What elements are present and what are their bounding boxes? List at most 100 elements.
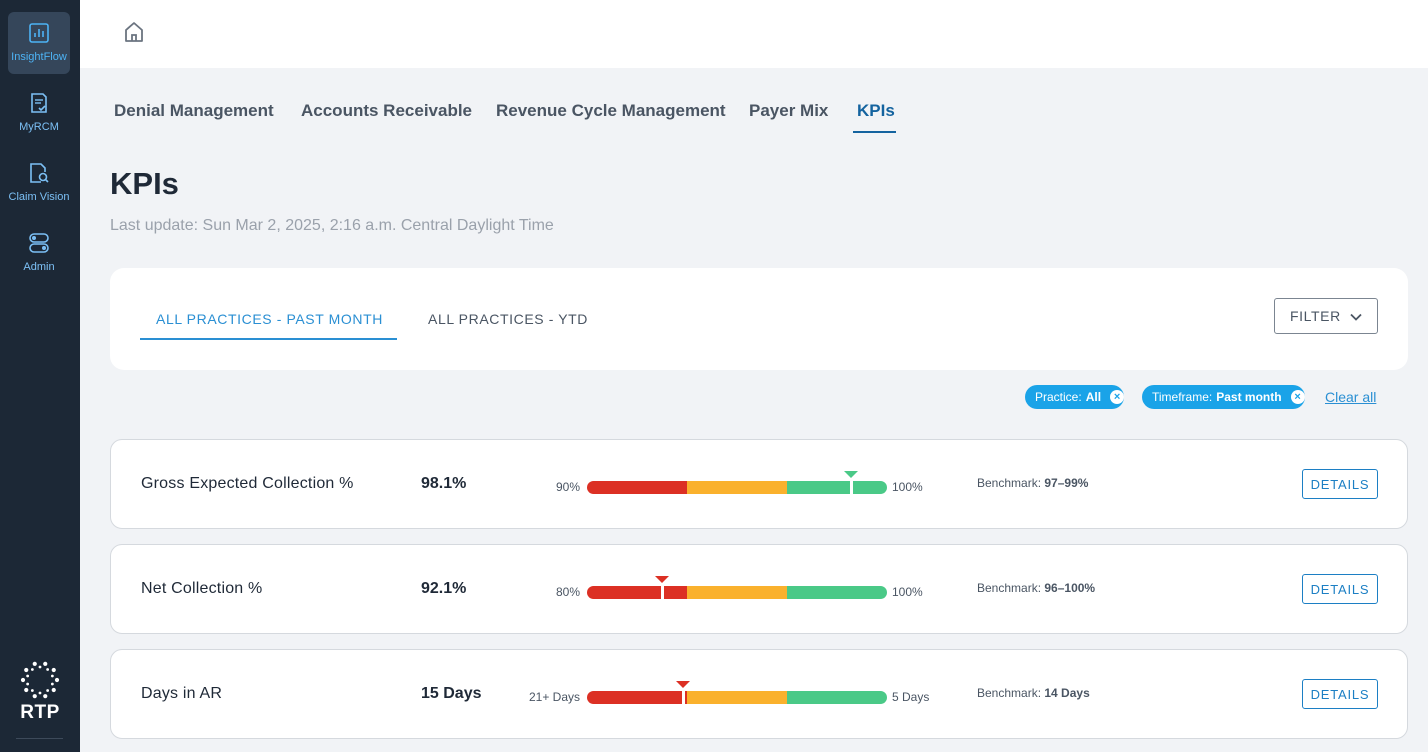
sidebar-item-label: MyRCM: [19, 121, 59, 133]
sidebar-item-label: Claim Vision: [8, 191, 70, 203]
logo-dot: [30, 668, 34, 671]
benchmark-value: 14 Days: [1044, 686, 1090, 700]
logo-dot: [50, 682, 54, 686]
logo-dot: [24, 687, 29, 693]
chip-key: Timeframe:: [1152, 390, 1213, 404]
kpi-gauge: [587, 481, 887, 494]
sidebar-item-claim-vision[interactable]: Claim Vision: [8, 152, 70, 214]
logo-dot: [43, 661, 48, 666]
filter-chip-practice: Practice: All ×: [1025, 385, 1125, 409]
document-check-icon: [31, 93, 47, 113]
gauge-max-label: 5 Days: [892, 690, 930, 704]
home-icon[interactable]: [122, 20, 146, 44]
tab-kpis[interactable]: KPIs: [857, 101, 895, 120]
clear-all-link[interactable]: Clear all: [1325, 389, 1377, 405]
kpi-card-net-collection: Net Collection % 92.1% 80% 100% Benchmar…: [110, 544, 1408, 634]
benchmark-value: 96–100%: [1044, 581, 1096, 595]
tab-revenue-cycle-management[interactable]: Revenue Cycle Management: [496, 101, 726, 120]
gauge-segment-red: [587, 691, 687, 704]
logo-dot: [38, 665, 42, 669]
chip-key: Practice:: [1035, 390, 1082, 404]
logo-dot: [51, 687, 56, 693]
gauge-segment-orange: [687, 691, 787, 704]
gauge-marker: [681, 689, 685, 706]
logo-dot: [38, 691, 42, 695]
logo-dot: [24, 667, 29, 673]
chevron-down-icon: [1350, 313, 1362, 321]
active-tab-indicator: [853, 131, 896, 133]
remove-chip-icon[interactable]: ×: [1110, 390, 1125, 404]
details-button[interactable]: DETAILS: [1302, 469, 1378, 499]
gauge-min-label: 80%: [555, 585, 580, 599]
gauge-min-label: 21+ Days: [528, 690, 580, 704]
gauge-min-label: 90%: [555, 480, 580, 494]
toggles-icon: [29, 233, 49, 253]
logo-dot: [32, 661, 37, 666]
gauge-segment-orange: [687, 481, 787, 494]
chart-icon: [29, 23, 49, 43]
filter-chip-timeframe: Timeframe: Past month ×: [1142, 385, 1305, 409]
document-search-icon: [30, 163, 49, 183]
benchmark-label: Benchmark:: [977, 476, 1042, 490]
logo-dot: [32, 694, 37, 699]
kpi-gauge: [587, 586, 887, 599]
gauge-segment-green: [787, 481, 887, 494]
benchmark: Benchmark: 96–100%: [977, 581, 1095, 595]
gauge-marker: [849, 479, 853, 496]
logo-dot: [51, 667, 56, 673]
logo-dot: [30, 689, 34, 692]
benchmark: Benchmark: 97–99%: [977, 476, 1088, 490]
page-title: KPIs: [110, 166, 179, 201]
sidebar-item-admin[interactable]: Admin: [8, 222, 70, 284]
kpi-name: Gross Expected Collection %: [141, 475, 354, 492]
sidebar: InsightFlow MyRCM Claim Vision Admin RTP: [0, 0, 80, 752]
gauge-segment-green: [787, 691, 887, 704]
subtab-all-practices-past-month[interactable]: ALL PRACTICES - PAST MONTH: [156, 311, 383, 327]
logo-dot: [43, 694, 48, 699]
logo-dot: [20, 677, 26, 683]
gauge-segment-green: [787, 586, 887, 599]
gauge-pointer-icon: [655, 576, 669, 583]
kpi-card-days-in-ar: Days in AR 15 Days 21+ Days 5 Days Bench…: [110, 649, 1408, 739]
gauge-marker: [660, 584, 664, 601]
benchmark-label: Benchmark:: [977, 686, 1042, 700]
details-button[interactable]: DETAILS: [1302, 574, 1378, 604]
kpi-name: Days in AR: [141, 685, 223, 702]
rtp-logo: RTP: [0, 660, 80, 724]
benchmark-label: Benchmark:: [977, 581, 1042, 595]
sidebar-item-label: InsightFlow: [11, 51, 67, 63]
filter-button[interactable]: FILTER: [1274, 298, 1378, 334]
logo-dot: [54, 677, 60, 683]
gauge-segment-red: [587, 586, 687, 599]
filter-button-label: FILTER: [1290, 308, 1341, 324]
tab-payer-mix[interactable]: Payer Mix: [749, 101, 829, 120]
details-button[interactable]: DETAILS: [1302, 679, 1378, 709]
logo-dot: [50, 674, 54, 678]
gauge-segment-orange: [687, 586, 787, 599]
remove-chip-icon[interactable]: ×: [1290, 390, 1305, 404]
sidebar-item-insightflow[interactable]: InsightFlow: [8, 12, 70, 74]
gauge-pointer-icon: [844, 471, 858, 478]
subtab-all-practices-ytd[interactable]: ALL PRACTICES - YTD: [428, 311, 588, 327]
logo-text: RTP: [20, 702, 60, 723]
logo-dot: [26, 674, 30, 678]
benchmark: Benchmark: 14 Days: [977, 686, 1090, 700]
kpi-view-tabs-card: ALL PRACTICES - PAST MONTH ALL PRACTICES…: [110, 268, 1408, 370]
kpi-value: 98.1%: [421, 475, 467, 492]
tab-accounts-receivable[interactable]: Accounts Receivable: [301, 101, 473, 120]
tab-denial-management[interactable]: Denial Management: [114, 101, 274, 120]
kpi-gauge: [587, 691, 887, 704]
kpi-name: Net Collection %: [141, 580, 263, 597]
logo-dot: [46, 668, 50, 671]
top-bar: [80, 0, 1428, 68]
benchmark-value: 97–99%: [1044, 476, 1089, 490]
gauge-segment-red: [587, 481, 687, 494]
sidebar-item-label: Admin: [23, 261, 55, 273]
active-subtab-indicator: [140, 338, 397, 340]
sidebar-item-myrcm[interactable]: MyRCM: [8, 82, 70, 144]
gauge-pointer-icon: [676, 681, 690, 688]
kpi-value: 15 Days: [421, 685, 482, 702]
last-update-text: Last update: Sun Mar 2, 2025, 2:16 a.m. …: [110, 217, 554, 234]
sidebar-divider: [16, 738, 63, 739]
kpi-value: 92.1%: [421, 580, 467, 597]
